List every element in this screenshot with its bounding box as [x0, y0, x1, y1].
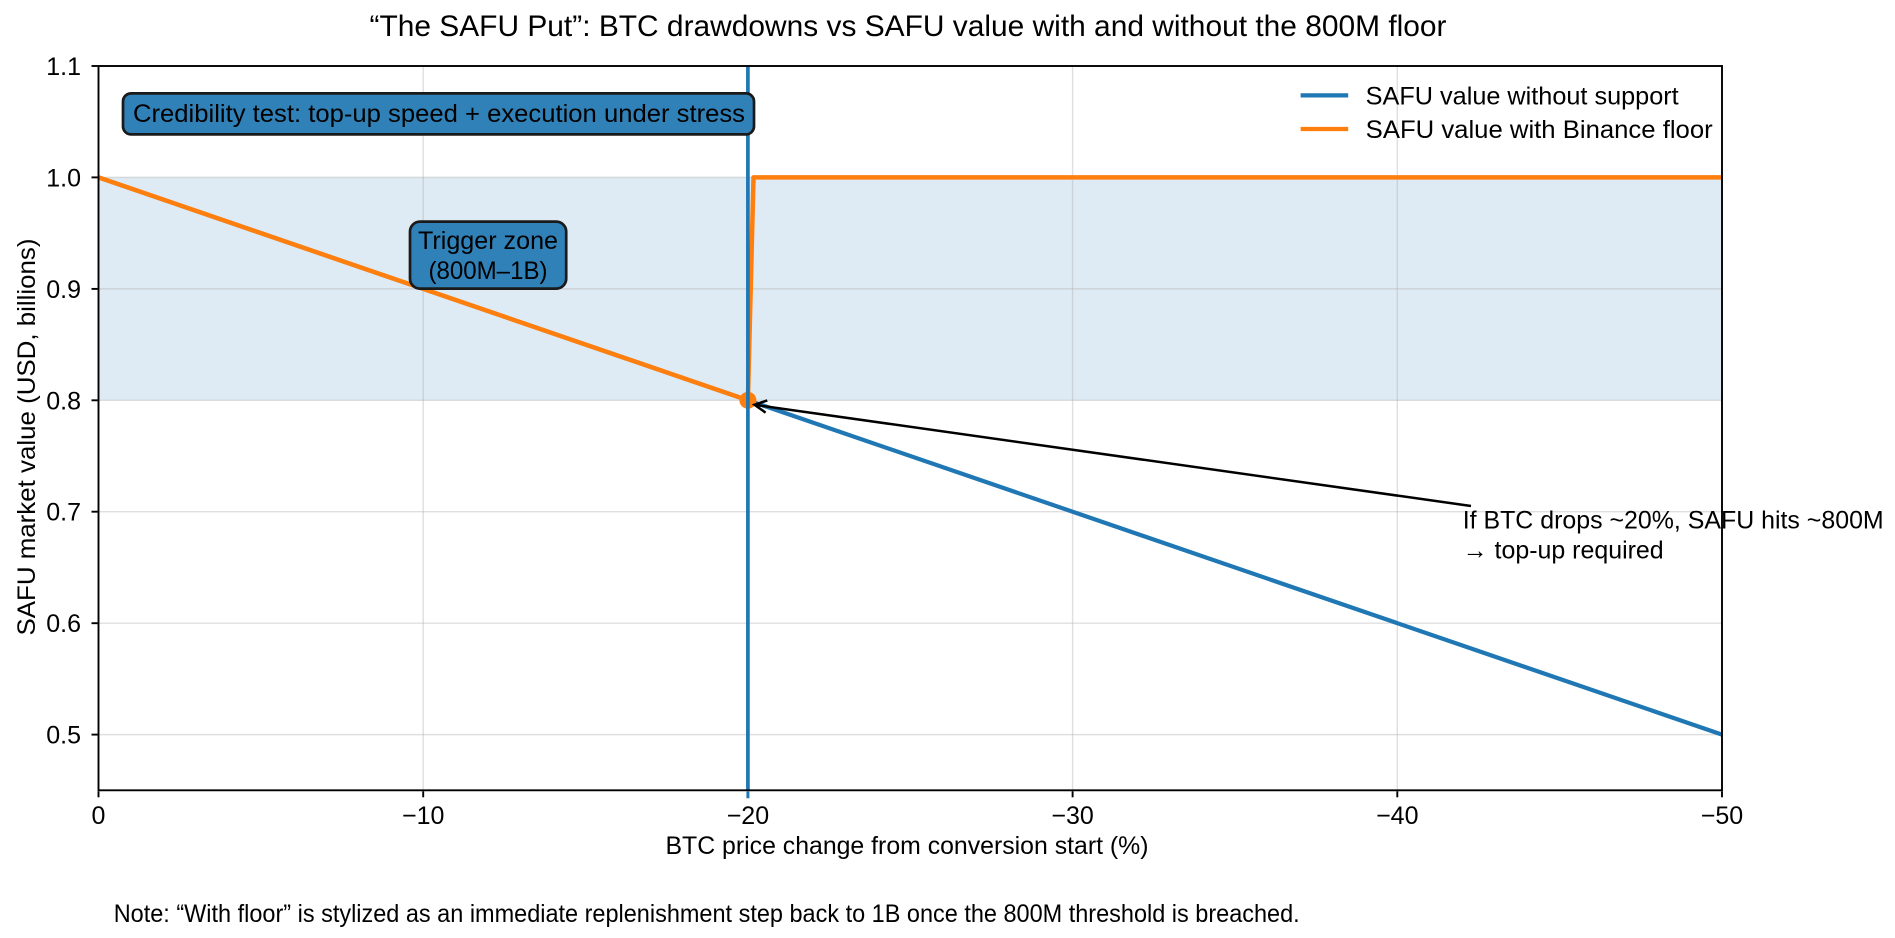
- svg-text:SAFU market value (USD, billio: SAFU market value (USD, billions): [13, 239, 41, 636]
- svg-text:0: 0: [92, 802, 106, 830]
- svg-text:−10: −10: [402, 802, 444, 830]
- svg-text:SAFU value with Binance floor: SAFU value with Binance floor: [1366, 116, 1713, 144]
- svg-text:−30: −30: [1051, 802, 1093, 830]
- svg-text:0.8: 0.8: [46, 387, 81, 415]
- svg-text:(800M–1B): (800M–1B): [429, 257, 548, 285]
- svg-text:→ top-up required: → top-up required: [1463, 537, 1664, 565]
- svg-text:Credibility test: top-up speed: Credibility test: top-up speed + executi…: [133, 100, 745, 128]
- svg-text:−20: −20: [727, 802, 769, 830]
- svg-text:1.0: 1.0: [46, 164, 81, 192]
- svg-text:If BTC drops ~20%, SAFU hits ~: If BTC drops ~20%, SAFU hits ~800M: [1463, 507, 1884, 535]
- svg-text:−40: −40: [1376, 802, 1418, 830]
- svg-text:BTC price change from conversi: BTC price change from conversion start (…: [666, 832, 1149, 860]
- svg-text:0.6: 0.6: [46, 610, 81, 638]
- svg-text:−50: −50: [1701, 802, 1743, 830]
- svg-text:0.5: 0.5: [46, 722, 81, 750]
- svg-text:“The SAFU Put”: BTC drawdowns: “The SAFU Put”: BTC drawdowns vs SAFU va…: [370, 10, 1447, 43]
- svg-text:Trigger zone: Trigger zone: [418, 227, 558, 255]
- svg-text:Note: “With floor” is stylized: Note: “With floor” is stylized as an imm…: [114, 900, 1300, 928]
- svg-text:0.7: 0.7: [46, 499, 81, 527]
- svg-text:0.9: 0.9: [46, 276, 81, 304]
- svg-text:1.1: 1.1: [46, 53, 81, 81]
- svg-text:SAFU value without support: SAFU value without support: [1366, 82, 1679, 110]
